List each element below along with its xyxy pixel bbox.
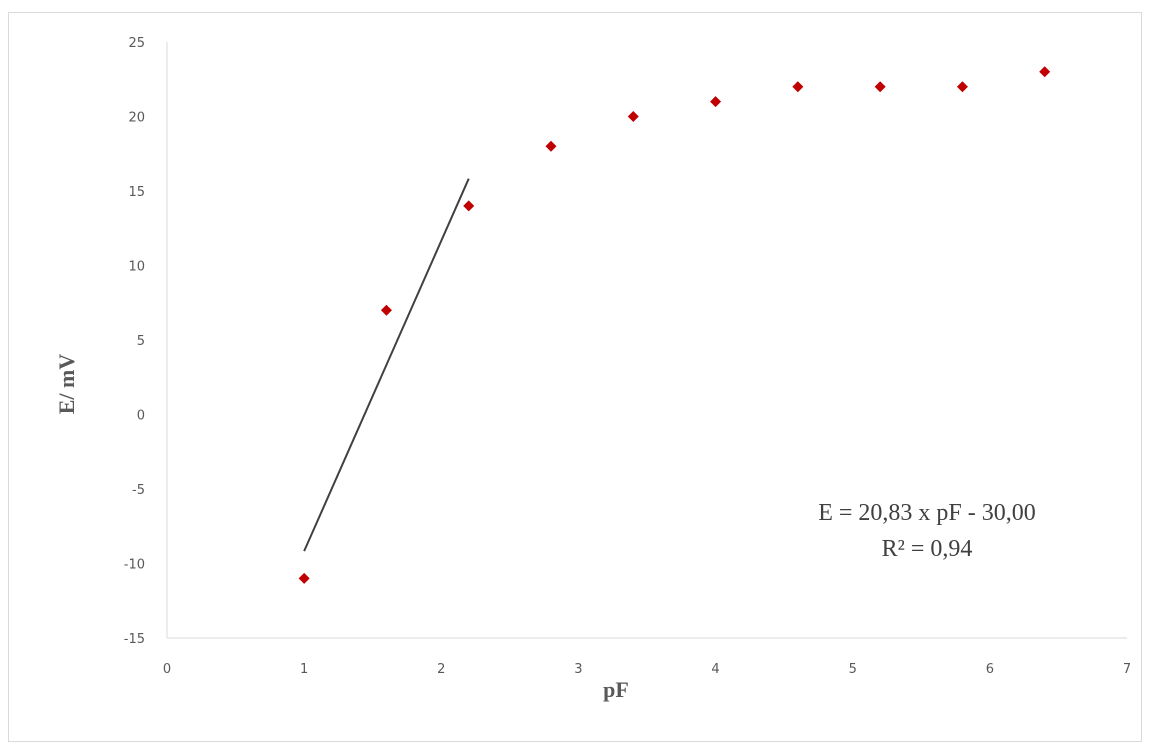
x-tick-label: 7 — [1123, 662, 1131, 677]
y-tick-label: -10 — [124, 558, 145, 573]
y-tick-label: -5 — [132, 483, 145, 498]
trendline-equation: E = 20,83 x pF - 30,00 — [818, 500, 1036, 526]
x-tick-labels: 0 1 2 3 4 5 6 7 — [163, 662, 1131, 677]
data-points — [298, 66, 1051, 584]
y-tick-label: 10 — [128, 260, 145, 275]
x-tick-label: 6 — [986, 662, 994, 677]
x-tick-label: 4 — [711, 662, 719, 677]
data-point — [298, 572, 310, 584]
y-tick-label: 25 — [128, 36, 145, 51]
chart-frame — [8, 12, 1142, 742]
data-point — [956, 81, 968, 93]
x-axis-title: pF — [603, 677, 629, 702]
data-point — [627, 111, 639, 122]
r-squared-label: R² = 0,94 — [882, 536, 973, 562]
data-point — [792, 81, 804, 93]
data-point — [463, 200, 475, 212]
x-tick-label: 3 — [574, 662, 582, 677]
x-tick-label: 2 — [437, 662, 445, 677]
x-tick-label: 5 — [849, 662, 857, 677]
y-tick-label: 5 — [137, 334, 145, 349]
y-axis-title: E/ mV — [54, 354, 79, 415]
data-point — [545, 140, 557, 152]
data-point — [710, 96, 722, 108]
x-tick-label: 0 — [163, 662, 171, 677]
y-tick-label: 15 — [128, 185, 145, 200]
y-tick-label: 20 — [128, 111, 145, 126]
y-tick-label: -15 — [124, 632, 145, 647]
data-point — [874, 81, 886, 93]
data-point — [1039, 66, 1051, 78]
y-tick-label: 0 — [137, 409, 145, 424]
x-tick-label: 1 — [300, 662, 308, 677]
y-tick-labels: -15 -10 -5 0 5 10 15 20 25 — [124, 36, 145, 647]
trendline — [303, 178, 470, 552]
data-point — [380, 304, 392, 316]
